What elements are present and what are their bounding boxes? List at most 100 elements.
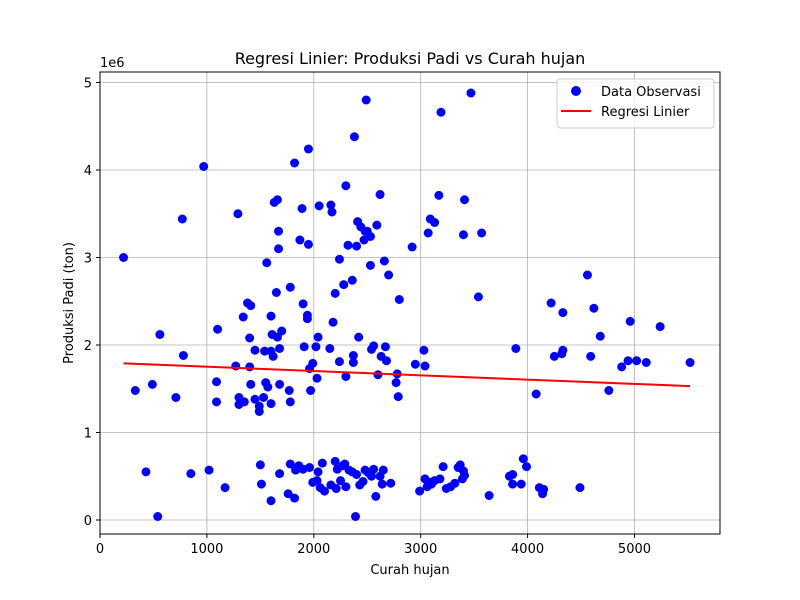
- y-tick-label: 5: [84, 77, 92, 92]
- data-point: [386, 478, 396, 488]
- data-point: [141, 467, 151, 477]
- data-point: [531, 389, 541, 399]
- data-point: [155, 330, 165, 339]
- data-point: [178, 351, 188, 360]
- data-point: [199, 162, 209, 171]
- data-point: [262, 258, 272, 268]
- data-point: [266, 496, 276, 506]
- data-point: [407, 242, 417, 252]
- data-point: [393, 392, 403, 402]
- data-point: [327, 207, 337, 217]
- data-point: [271, 288, 281, 297]
- data-point: [303, 239, 313, 249]
- data-point: [477, 228, 487, 238]
- data-point: [341, 181, 351, 191]
- data-point: [275, 469, 285, 479]
- data-point: [352, 241, 362, 251]
- data-point: [330, 288, 340, 298]
- y-axis-ticks: 0 1 2 3 4 5: [84, 77, 100, 529]
- data-point: [275, 379, 285, 389]
- data-point: [430, 218, 440, 227]
- data-point: [254, 401, 264, 411]
- y-tick-label: 2: [84, 339, 92, 354]
- data-point: [256, 479, 266, 489]
- data-point: [290, 493, 300, 503]
- data-point: [231, 361, 241, 371]
- data-point: [302, 314, 312, 324]
- data-point: [272, 195, 282, 205]
- data-point: [186, 469, 196, 479]
- data-point: [246, 379, 256, 389]
- data-point: [349, 132, 359, 142]
- data-point: [546, 298, 556, 308]
- data-point: [285, 282, 295, 292]
- data-point: [220, 483, 230, 493]
- data-point: [285, 459, 295, 469]
- data-point: [284, 386, 294, 395]
- data-points: [119, 88, 695, 521]
- data-point: [119, 253, 129, 262]
- data-point: [306, 386, 316, 395]
- data-point: [450, 478, 460, 488]
- data-point: [299, 342, 309, 352]
- legend-label-regression: Regresi Linier: [601, 105, 690, 120]
- data-point: [365, 232, 375, 241]
- legend-marker-observations: [571, 86, 581, 96]
- data-point: [423, 228, 433, 238]
- data-point: [466, 88, 476, 98]
- data-point: [171, 393, 181, 402]
- data-point: [130, 386, 140, 395]
- data-point: [274, 244, 284, 254]
- data-point: [325, 344, 335, 353]
- data-point: [343, 240, 353, 250]
- data-point: [339, 280, 349, 290]
- regression-line: [123, 362, 691, 388]
- data-point: [436, 107, 446, 117]
- data-point: [328, 317, 338, 327]
- data-point: [204, 465, 214, 475]
- regression-line-group: [123, 362, 691, 388]
- data-point: [582, 270, 592, 280]
- data-point: [365, 260, 375, 270]
- data-point: [381, 356, 391, 366]
- data-point: [341, 482, 351, 492]
- data-point: [330, 456, 340, 466]
- data-point: [277, 326, 287, 336]
- data-point: [558, 345, 568, 355]
- data-point: [212, 377, 222, 387]
- y-axis-label: Produksi Padi (ton): [62, 242, 77, 364]
- x-tick-label: 3000: [404, 542, 437, 557]
- data-point: [268, 351, 278, 361]
- legend-box: [556, 78, 715, 129]
- data-point: [298, 299, 308, 309]
- data-point: [410, 359, 420, 369]
- x-tick-label: 1000: [190, 542, 223, 557]
- data-point: [434, 190, 444, 200]
- data-point: [266, 311, 276, 321]
- data-point: [233, 209, 243, 219]
- data-point: [575, 483, 585, 493]
- data-point: [518, 454, 528, 464]
- data-point: [263, 382, 273, 392]
- data-point: [334, 254, 344, 264]
- data-point: [458, 230, 468, 240]
- data-point: [285, 397, 295, 407]
- data-point: [625, 316, 635, 326]
- data-point: [473, 292, 483, 302]
- data-point: [361, 95, 371, 105]
- data-point: [604, 386, 614, 395]
- data-point: [420, 361, 430, 371]
- data-point: [415, 486, 425, 496]
- data-point: [341, 372, 351, 381]
- data-point: [538, 489, 548, 499]
- data-point: [348, 351, 358, 360]
- data-point: [558, 308, 568, 318]
- data-point: [379, 256, 389, 266]
- data-point: [685, 358, 695, 367]
- data-point: [438, 462, 448, 472]
- data-point: [347, 275, 357, 285]
- legend-label-observations: Data Observasi: [601, 85, 701, 100]
- data-point: [371, 491, 381, 501]
- data-point: [369, 464, 379, 474]
- data-point: [586, 351, 596, 361]
